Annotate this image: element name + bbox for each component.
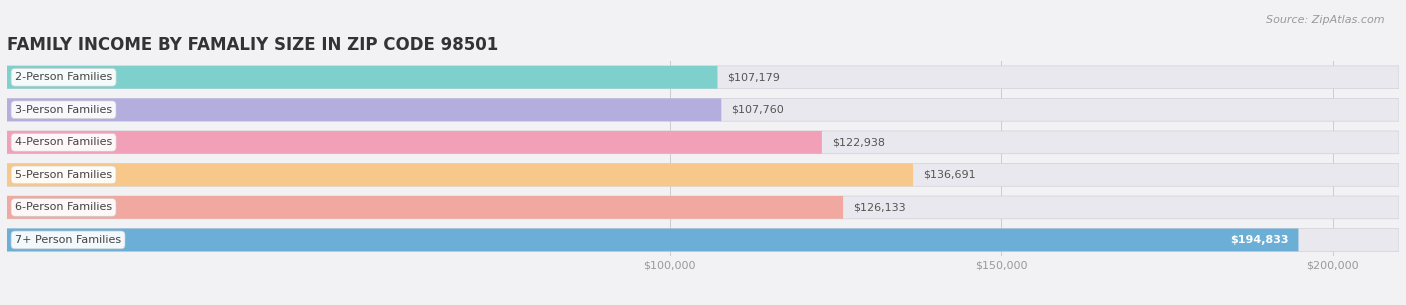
Text: $136,691: $136,691 [922,170,976,180]
Text: 5-Person Families: 5-Person Families [15,170,112,180]
Text: FAMILY INCOME BY FAMALIY SIZE IN ZIP CODE 98501: FAMILY INCOME BY FAMALIY SIZE IN ZIP COD… [7,36,498,54]
FancyBboxPatch shape [7,66,717,89]
FancyBboxPatch shape [7,163,1399,186]
Text: 4-Person Families: 4-Person Families [15,137,112,147]
Text: $122,938: $122,938 [832,137,884,147]
Text: 3-Person Families: 3-Person Families [15,105,112,115]
Text: $107,760: $107,760 [731,105,785,115]
Text: $194,833: $194,833 [1230,235,1288,245]
FancyBboxPatch shape [7,99,1399,121]
FancyBboxPatch shape [7,66,1399,89]
Text: $126,133: $126,133 [853,203,905,212]
Text: 7+ Person Families: 7+ Person Families [15,235,121,245]
FancyBboxPatch shape [7,196,1399,219]
FancyBboxPatch shape [7,131,823,154]
FancyBboxPatch shape [7,99,721,121]
Text: 6-Person Families: 6-Person Families [15,203,112,212]
FancyBboxPatch shape [7,196,844,219]
FancyBboxPatch shape [7,228,1399,251]
FancyBboxPatch shape [7,163,912,186]
Text: 2-Person Families: 2-Person Families [15,72,112,82]
FancyBboxPatch shape [7,131,1399,154]
Text: $107,179: $107,179 [727,72,780,82]
Text: Source: ZipAtlas.com: Source: ZipAtlas.com [1267,15,1385,25]
FancyBboxPatch shape [7,228,1298,251]
